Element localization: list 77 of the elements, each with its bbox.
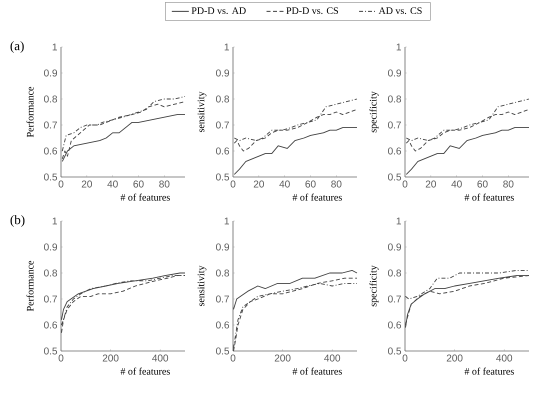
y-tick-label: 1 [396,218,402,224]
x-tick-label: 400 [496,354,512,362]
y-tick-label: 0.5 [388,347,402,355]
y-tick-label: 0.7 [388,121,401,129]
y-tick-label: 0.6 [216,147,230,155]
y-tick-label: 0.7 [44,295,57,303]
x-tick-label: 20 [82,180,92,188]
y-tick-label: 0.7 [388,295,401,303]
x-tick-label: 400 [152,354,168,362]
y-tick-label: 0.6 [388,321,402,329]
y-tick-label: 0.6 [388,147,402,155]
y-tick-label: 0.6 [44,147,58,155]
y-axis-title: sensitivity [198,92,206,132]
y-tick-label: 0.5 [44,347,58,355]
y-axis-title: Performance [26,86,34,138]
y-tick-label: 0.8 [44,95,58,103]
y-tick-label: 0.9 [216,243,230,251]
x-tick-label: 80 [503,180,514,188]
x-tick-label: 400 [324,354,340,362]
x-tick-label: 20 [254,180,264,188]
y-tick-label: 0.9 [216,69,230,77]
y-tick-label: 0.9 [388,243,402,251]
x-axis-title: # of features [464,368,514,375]
y-tick-label: 0.8 [216,95,230,103]
x-tick-label: 0 [58,180,64,188]
x-tick-label: 80 [159,180,170,188]
x-tick-label: 0 [58,354,64,362]
y-tick-label: 1 [224,44,230,50]
y-tick-label: 1 [396,44,402,50]
text: (a) [10,41,24,53]
y-tick-label: 0.6 [216,321,230,329]
y-axis-title: Performance [26,260,34,312]
x-axis-title: # of features [464,194,514,201]
x-tick-label: 40 [279,180,290,188]
y-tick-label: 0.5 [216,173,230,181]
y-tick-label: 0.5 [44,173,58,181]
x-tick-label: 0 [402,180,408,188]
y-tick-label: 0.9 [388,69,402,77]
y-axis-title: sensitivity [198,266,206,306]
legend-label: PD-D vs. AD [192,7,246,14]
y-tick-label: 1 [52,218,57,224]
x-tick-label: 40 [107,180,118,188]
legend-label: AD vs. CS [378,7,422,14]
y-tick-label: 0.9 [44,69,58,77]
y-tick-label: 0.6 [44,321,58,329]
x-tick-label: 200 [274,354,291,362]
y-tick-label: 0.9 [44,243,58,251]
y-tick-label: 0.8 [216,269,230,277]
x-tick-label: 0 [402,354,408,362]
x-tick-label: 200 [102,354,119,362]
x-axis-title: # of features [292,368,342,375]
x-tick-label: 80 [331,180,342,188]
y-tick-label: 0.7 [216,295,229,303]
y-axis-title: specificity [369,265,379,306]
legend-label: PD-D vs. CS [286,7,338,14]
y-tick-label: 1 [224,218,230,224]
y-tick-label: 0.8 [388,269,402,277]
x-tick-label: 0 [230,180,236,188]
y-tick-label: 0.5 [388,173,402,181]
y-tick-label: 0.5 [216,347,230,355]
y-tick-label: 0.8 [44,269,58,277]
y-axis-title: specificity [369,91,379,132]
y-tick-label: 0.8 [388,95,402,103]
x-tick-label: 200 [446,354,463,362]
y-tick-label: 0.7 [216,121,229,129]
x-tick-label: 0 [230,354,236,362]
text: (b) [10,215,24,227]
x-tick-label: 20 [426,180,436,188]
x-tick-label: 40 [451,180,462,188]
x-tick-label: 60 [133,180,144,188]
x-axis-title: # of features [120,368,170,375]
x-axis-title: # of features [292,194,342,201]
x-tick-label: 60 [305,180,316,188]
y-tick-label: 0.7 [44,121,57,129]
y-tick-label: 1 [52,44,57,50]
x-tick-label: 60 [477,180,488,188]
x-axis-title: # of features [120,194,170,201]
